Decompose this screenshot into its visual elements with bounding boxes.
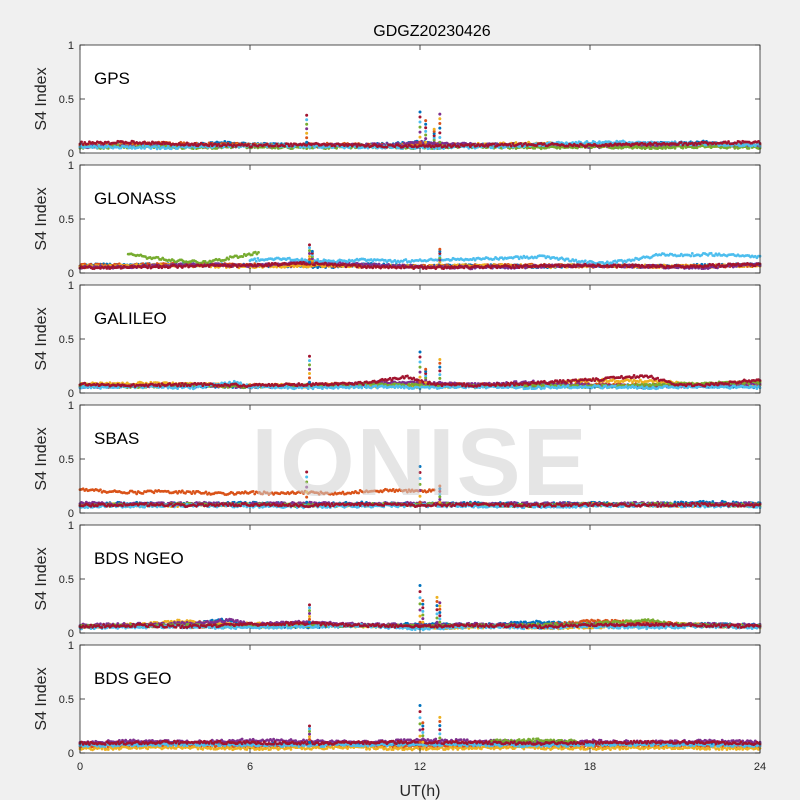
spike-point — [438, 117, 442, 121]
spike-point — [424, 137, 428, 141]
data-point — [354, 142, 357, 146]
data-point — [257, 250, 260, 254]
spike-point — [418, 140, 422, 144]
data-point — [333, 144, 337, 148]
panel-gps: 0 0.5 1 GPS S4 Index — [33, 40, 762, 160]
data-point — [250, 145, 253, 149]
y-tick-label: 1 — [68, 40, 74, 52]
data-point — [509, 144, 513, 148]
spike-point — [418, 115, 422, 119]
panel-label: GPS — [94, 69, 130, 88]
spike-point — [438, 112, 442, 116]
spike-point — [305, 122, 309, 126]
spike-point — [424, 140, 428, 144]
data-point — [457, 145, 461, 149]
plot-area — [80, 45, 760, 153]
spike-point — [424, 133, 428, 137]
plot-area — [80, 165, 760, 273]
data-points — [78, 139, 762, 151]
spike-point — [305, 136, 309, 140]
spike-point — [438, 136, 442, 140]
spike-point — [305, 140, 309, 144]
data-point — [141, 144, 145, 148]
spike-point — [424, 119, 428, 123]
data-point — [727, 140, 730, 143]
data-point — [157, 144, 161, 148]
data-point — [577, 145, 581, 148]
data-point — [695, 146, 699, 150]
spike-point — [305, 127, 309, 131]
y-tick-label: 0.5 — [59, 94, 74, 106]
spike-point — [305, 131, 309, 135]
y-axis-label: S4 Index — [33, 67, 50, 130]
data-point — [139, 146, 143, 150]
spike-point — [432, 127, 436, 131]
chart-title: GDGZ20230426 — [373, 23, 491, 40]
data-point — [95, 146, 99, 150]
spike-point — [418, 110, 422, 114]
spike-point — [424, 126, 428, 130]
spike-point — [418, 120, 422, 124]
data-point — [492, 142, 496, 146]
data-point — [308, 146, 312, 149]
data-point — [185, 141, 189, 145]
data-point — [681, 146, 685, 150]
spike-point — [418, 135, 422, 139]
data-point — [664, 146, 667, 150]
data-point — [155, 147, 159, 151]
spike-point — [305, 118, 309, 122]
data-point — [491, 146, 494, 150]
spike-point — [424, 129, 428, 133]
spike-point — [418, 130, 422, 134]
data-point — [193, 142, 197, 145]
data-point — [227, 257, 231, 261]
data-point — [385, 145, 389, 149]
data-point — [519, 142, 523, 145]
spike-point — [438, 131, 442, 135]
data-point — [679, 141, 683, 144]
data-point — [169, 147, 173, 151]
spike-point — [438, 140, 442, 144]
data-point — [511, 142, 515, 145]
spike-point — [438, 121, 442, 125]
data-point — [223, 140, 227, 143]
data-point — [253, 257, 257, 261]
spike-point — [424, 122, 428, 126]
data-point — [283, 144, 287, 148]
data-point — [254, 259, 258, 263]
spike-point — [305, 113, 309, 117]
spike-point — [438, 126, 442, 130]
y-tick-label: 0 — [68, 148, 74, 160]
data-point — [215, 146, 219, 150]
data-point — [747, 146, 751, 150]
spike-point — [418, 125, 422, 129]
data-point — [80, 140, 83, 144]
data-point — [241, 255, 245, 258]
